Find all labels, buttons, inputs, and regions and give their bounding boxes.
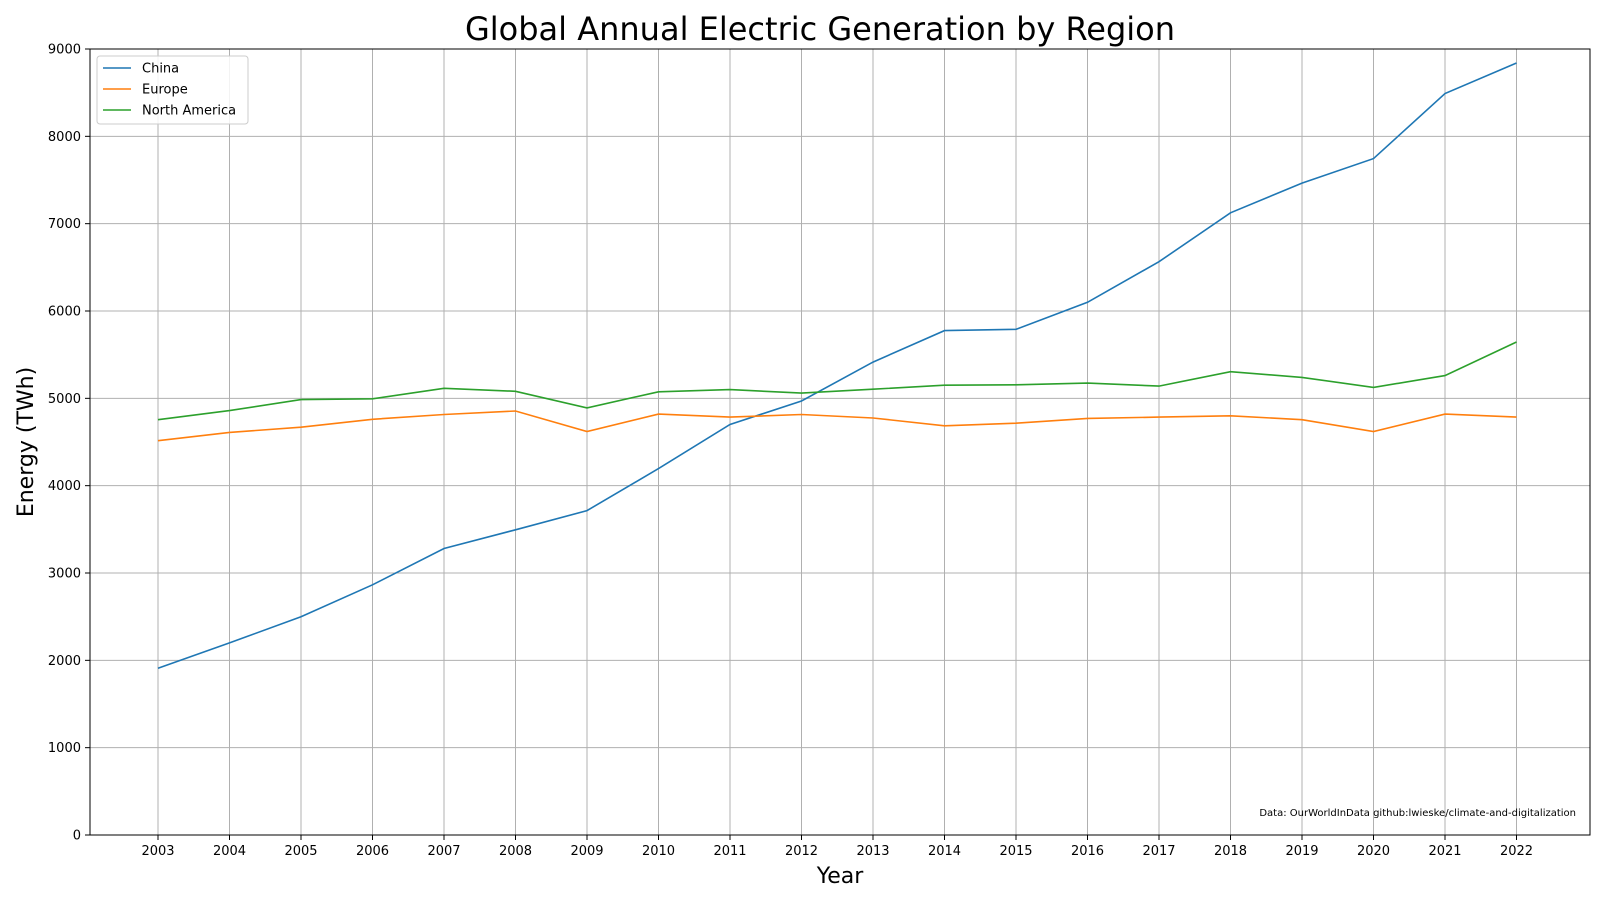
series-line-north-america <box>157 341 1517 421</box>
x-tick-label: 2010 <box>642 844 675 859</box>
y-tick-label: 6000 <box>48 305 81 320</box>
legend-label-europe: Europe <box>142 83 188 98</box>
data-source-annotation: Data: OurWorldInData github:lwieske/clim… <box>1259 808 1576 819</box>
legend-box <box>96 55 249 125</box>
series-line-china <box>157 62 1517 669</box>
x-tick-label: 2022 <box>1500 844 1533 859</box>
y-axis-label: Energy (TWh) <box>14 367 39 517</box>
y-tick-label: 4000 <box>48 479 81 494</box>
x-tick-label: 2013 <box>856 844 889 859</box>
series-line-europe <box>157 410 1517 442</box>
legend: China Europe North America <box>96 55 249 125</box>
x-tick-label: 2016 <box>1071 844 1104 859</box>
grid-lines <box>90 49 1590 835</box>
x-tick-label: 2017 <box>1142 844 1175 859</box>
x-tick-label: 2019 <box>1285 844 1318 859</box>
x-tick-label: 2021 <box>1428 844 1461 859</box>
y-tick-label: 7000 <box>48 217 81 232</box>
legend-label-north-america: North America <box>142 104 236 119</box>
y-tick-label: 0 <box>73 829 81 844</box>
x-tick-label: 2007 <box>427 844 460 859</box>
x-tick-label: 2004 <box>213 844 246 859</box>
x-tick-label: 2015 <box>999 844 1032 859</box>
y-tick-label: 8000 <box>48 130 81 145</box>
x-axis-ticks: 2003 2004 2005 2006 2007 2008 2009 2010 2011 2012… <box>141 835 1533 859</box>
y-tick-label: 9000 <box>48 43 81 58</box>
x-tick-label: 2008 <box>499 844 532 859</box>
x-tick-label: 2014 <box>928 844 961 859</box>
x-tick-label: 2018 <box>1214 844 1247 859</box>
y-tick-label: 2000 <box>48 654 81 669</box>
x-tick-label: 2003 <box>141 844 174 859</box>
x-axis-label: Year <box>816 864 865 889</box>
x-tick-label: 2020 <box>1357 844 1390 859</box>
x-tick-label: 2005 <box>284 844 317 859</box>
series-lines <box>157 62 1517 669</box>
x-tick-label: 2012 <box>785 844 818 859</box>
x-tick-label: 2006 <box>356 844 389 859</box>
x-tick-label: 2011 <box>713 844 746 859</box>
y-tick-label: 3000 <box>48 567 81 582</box>
chart-title: Global Annual Electric Generation by Reg… <box>465 10 1175 48</box>
y-tick-label: 1000 <box>48 741 81 756</box>
x-tick-label: 2009 <box>570 844 603 859</box>
plot-area-frame <box>89 48 1591 836</box>
y-axis-ticks: 0 1000 2000 3000 4000 5000 6000 7000 8000 9000 <box>48 43 90 844</box>
legend-label-china: China <box>142 62 179 77</box>
y-tick-label: 5000 <box>48 392 81 407</box>
